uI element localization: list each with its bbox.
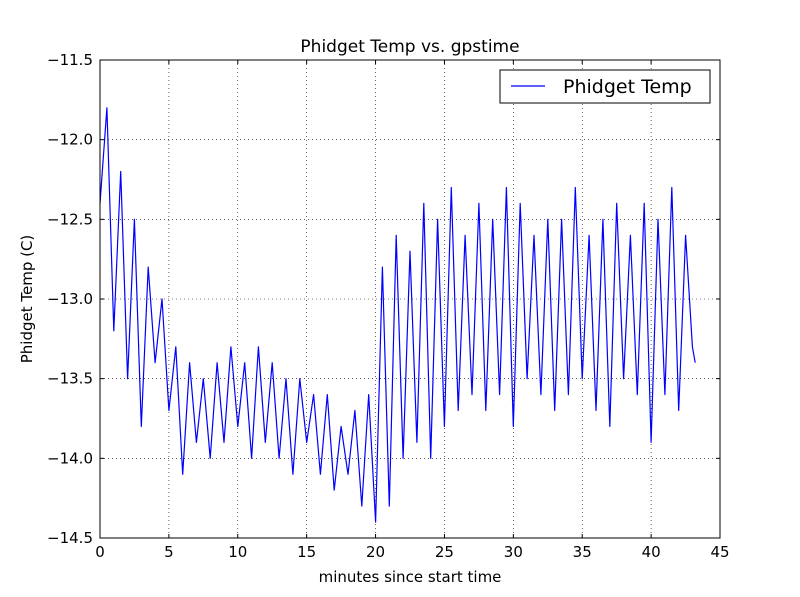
y-axis-label: Phidget Temp (C) — [18, 235, 36, 364]
y-tick-label: −13.0 — [47, 290, 93, 308]
x-tick-label: 0 — [95, 543, 105, 561]
y-tick-label: −14.5 — [47, 529, 93, 547]
x-tick-label: 20 — [366, 543, 385, 561]
x-tick-label: 45 — [710, 543, 729, 561]
x-tick-label: 30 — [504, 543, 523, 561]
x-axis-label: minutes since start time — [319, 568, 502, 586]
legend: Phidget Temp — [499, 69, 711, 104]
ticks: 0 5 10 15 20 25 30 35 40 45 −11.5 −12.0 −12.5 −13.0 −1… — [47, 51, 730, 561]
legend-label: Phidget Temp — [563, 76, 692, 98]
x-tick-label: 35 — [573, 543, 592, 561]
x-tick-label: 10 — [228, 543, 247, 561]
y-tick-label: −12.5 — [47, 210, 93, 228]
series-line-phidget-temp — [99, 107, 696, 523]
x-tick-label: 15 — [297, 543, 316, 561]
y-tick-label: −13.5 — [47, 370, 93, 388]
chart-title: Phidget Temp vs. gpstime — [300, 37, 519, 57]
y-tick-label: −11.5 — [47, 51, 93, 69]
series-layer — [99, 107, 696, 523]
y-tick-label: −14.0 — [47, 449, 93, 467]
x-tick-label: 40 — [642, 543, 661, 561]
x-tick-label: 25 — [435, 543, 454, 561]
x-tick-label: 5 — [164, 543, 174, 561]
y-tick-label: −12.0 — [47, 131, 93, 149]
